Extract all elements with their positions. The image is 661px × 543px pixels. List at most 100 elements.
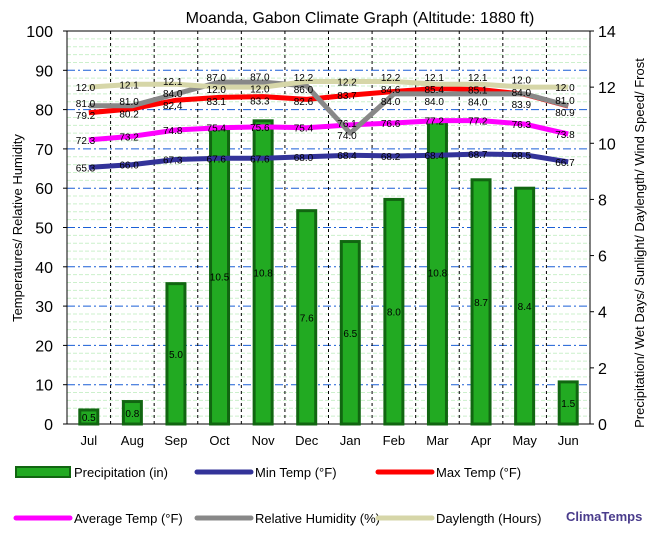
data-label: 12.1 [424, 73, 444, 84]
data-label: 84.0 [381, 97, 401, 108]
data-label: 84.0 [512, 88, 532, 99]
x-tick-label: Aug [121, 433, 144, 448]
series-line-daylength [88, 79, 569, 90]
precipitation-bar [383, 197, 405, 426]
data-label: 81.0 [119, 97, 139, 108]
data-label: 84.0 [424, 97, 444, 108]
precipitation-bar [252, 119, 274, 426]
data-label: 67.6 [250, 154, 270, 165]
data-label: 68.4 [337, 151, 357, 162]
series-line-relative [88, 79, 569, 136]
data-label: 77.2 [424, 117, 444, 128]
data-label: 77.2 [468, 117, 488, 128]
precipitation-label: 5.0 [169, 350, 183, 361]
data-label: 83.1 [207, 97, 227, 108]
data-label: 76.1 [337, 119, 357, 130]
x-tick-label: Sep [164, 433, 187, 448]
precipitation-label: 6.5 [343, 329, 357, 340]
legend-swatch [15, 466, 71, 478]
data-label: 12.0 [250, 85, 270, 96]
data-label: 72.3 [76, 136, 96, 147]
y2-tick-label: 12 [598, 80, 616, 97]
precipitation-bar [514, 186, 536, 426]
x-tick-label: Jan [340, 433, 361, 448]
series-line-max [88, 85, 569, 116]
y-tick-label: 50 [35, 221, 53, 238]
legend-label: Daylength (Hours) [436, 511, 542, 526]
data-label: 83.7 [337, 91, 357, 102]
brand-logo: ClimaTemps [566, 509, 643, 524]
legend-label: Average Temp (°F) [74, 511, 183, 526]
data-label: 68.4 [424, 151, 444, 162]
data-label: 12.0 [76, 83, 96, 94]
data-label: 87.0 [207, 73, 227, 84]
y-axis-label: Temperatures/ Relative Humidity [10, 134, 25, 322]
y-tick-label: 40 [35, 260, 53, 277]
precipitation-bar [78, 408, 100, 426]
x-tick-label: Jun [558, 433, 579, 448]
x-tick-label: Mar [426, 433, 449, 448]
data-label: 67.3 [163, 156, 183, 167]
y2-tick-label: 14 [598, 24, 616, 41]
data-label: 84.0 [468, 97, 488, 108]
data-label: 75.6 [250, 123, 270, 134]
data-label: 12.1 [468, 73, 488, 84]
y2-tick-label: 0 [598, 417, 607, 434]
data-label: 85.1 [468, 85, 488, 96]
y-tick-label: 70 [35, 142, 53, 159]
data-label: 83.9 [512, 100, 532, 111]
data-label: 12.0 [512, 76, 532, 87]
data-label: 12.2 [337, 78, 357, 89]
precipitation-label: 8.4 [518, 302, 532, 313]
y2-tick-label: 8 [598, 192, 607, 209]
data-label: 85.4 [424, 85, 444, 96]
y2-axis-label: Precipitation/ Wet Days/ Sunlight/ Dayle… [632, 58, 647, 428]
precipitation-label: 1.5 [561, 399, 575, 410]
y-tick-label: 100 [26, 24, 53, 41]
data-label: 74.8 [163, 126, 183, 137]
precipitation-label: 0.8 [125, 409, 139, 420]
data-label: 81.0 [76, 99, 96, 110]
data-label: 68.2 [381, 152, 401, 163]
data-label: 74.0 [337, 131, 357, 142]
data-label: 80.2 [119, 109, 139, 120]
series-line-min [88, 151, 569, 170]
data-label: 12.0 [207, 85, 227, 96]
y-tick-label: 20 [35, 338, 53, 355]
precipitation-label: 8.0 [387, 308, 401, 319]
x-tick-label: Dec [295, 433, 319, 448]
precipitation-bar [470, 178, 492, 426]
data-label: 75.4 [207, 124, 227, 135]
data-label: 68.7 [468, 150, 488, 161]
data-label: 87.0 [250, 73, 270, 84]
data-label: 66.7 [555, 158, 575, 169]
precipitation-bar [165, 282, 187, 426]
data-label: 12.0 [555, 83, 575, 94]
precipitation-label: 10.5 [210, 273, 230, 284]
data-label: 73.2 [119, 132, 139, 143]
data-label: 12.1 [119, 80, 139, 91]
precipitation-label: 10.8 [253, 268, 273, 279]
data-label: 82.6 [294, 97, 314, 108]
x-tick-label: Jul [80, 433, 97, 448]
x-tick-label: May [512, 433, 537, 448]
y-tick-label: 30 [35, 299, 53, 316]
y2-tick-label: 6 [598, 249, 607, 266]
precipitation-label: 7.6 [300, 313, 314, 324]
legend-label: Precipitation (in) [74, 465, 168, 480]
data-label: 75.4 [294, 124, 314, 135]
y2-tick-label: 10 [598, 136, 616, 153]
precipitation-bar [296, 209, 318, 426]
data-label: 76.6 [381, 119, 401, 130]
x-tick-label: Apr [471, 433, 492, 448]
precipitation-bar [557, 380, 579, 426]
data-label: 68.0 [294, 153, 314, 164]
y-tick-label: 0 [44, 417, 53, 434]
legend-label: Relative Humidity (%) [255, 511, 380, 526]
x-tick-label: Oct [209, 433, 230, 448]
data-label: 12.1 [163, 77, 183, 88]
data-label: 67.6 [207, 154, 227, 165]
precipitation-bar [339, 240, 361, 426]
series-line-average [88, 118, 569, 143]
